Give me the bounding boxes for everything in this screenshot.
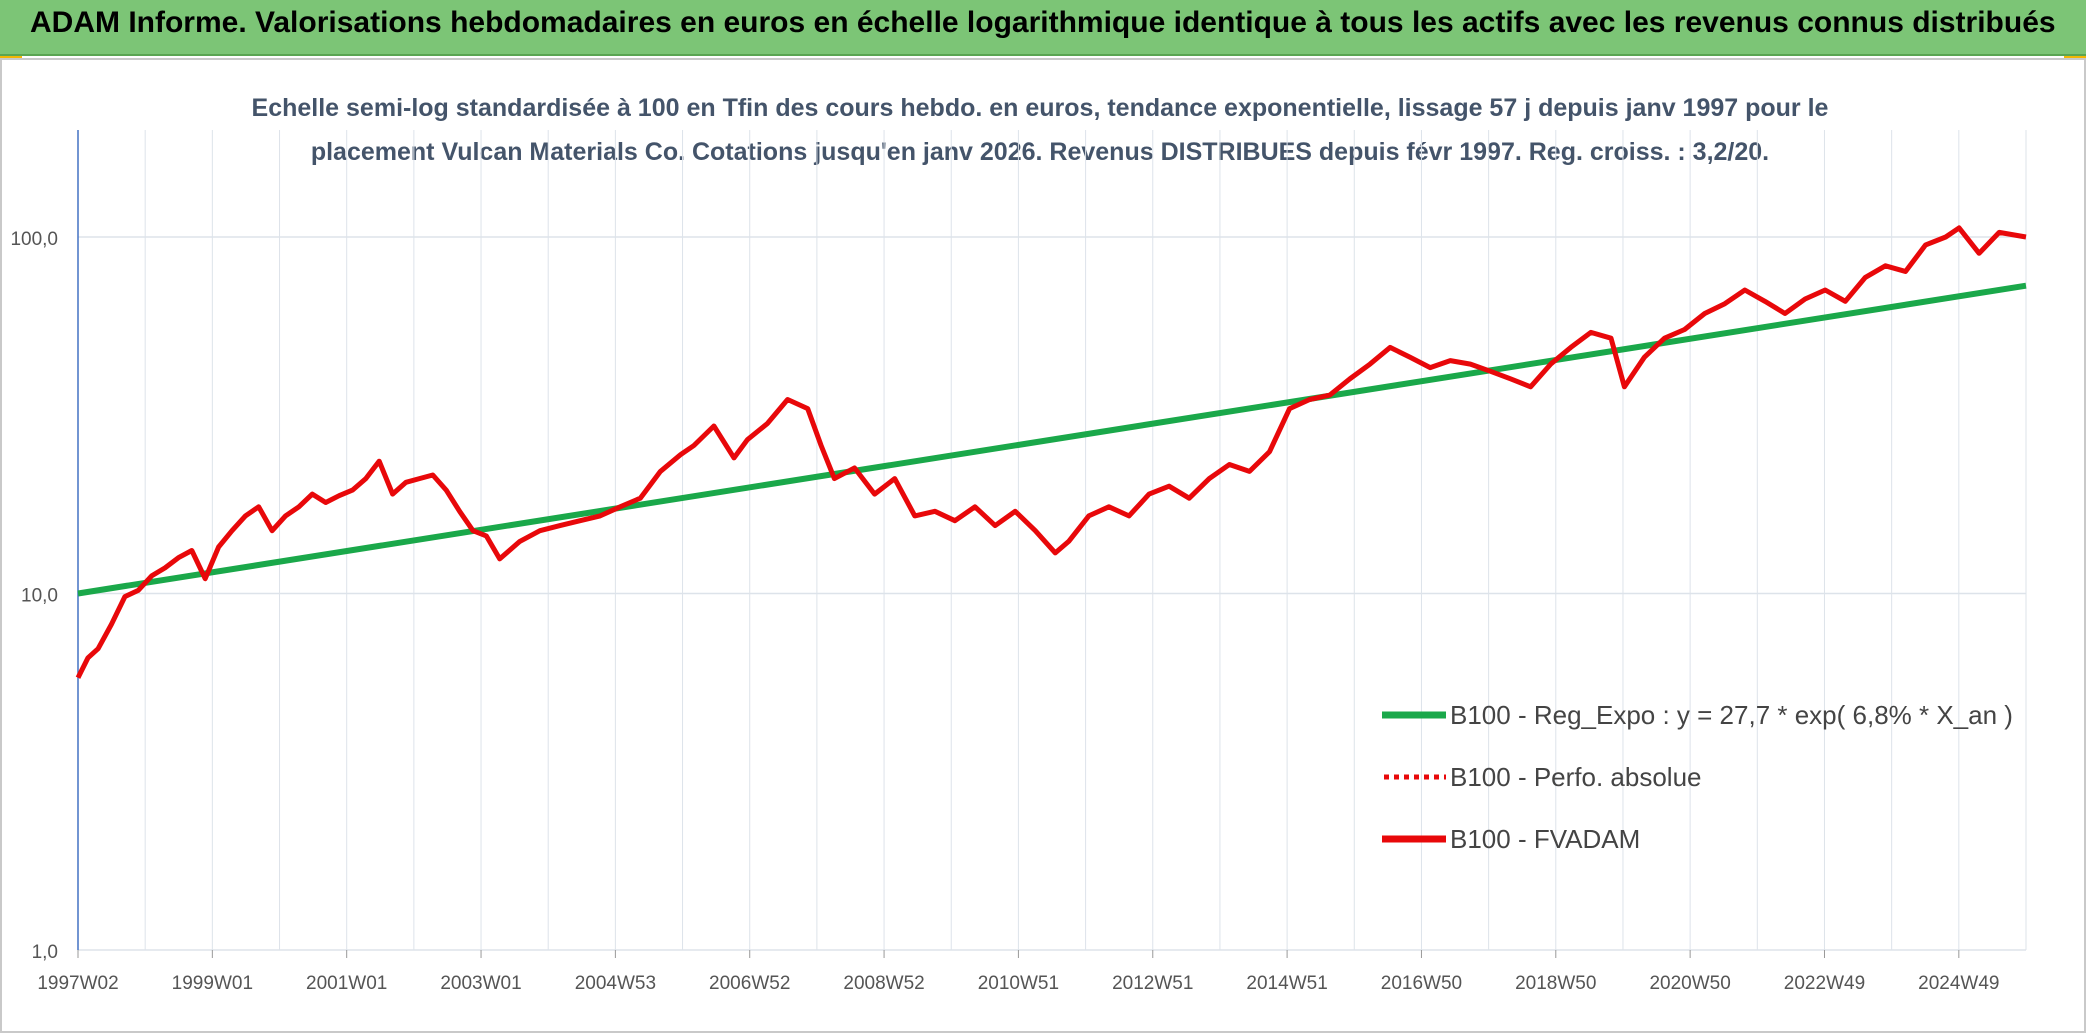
x-tick-label: 2003W01 xyxy=(440,973,521,994)
header-bar: ADAM Informe. Valorisations hebdomadaire… xyxy=(0,0,2086,56)
x-tick-label: 2010W51 xyxy=(978,973,1059,994)
x-tick-label: 2018W50 xyxy=(1515,973,1596,994)
y-tick-label: 10,0 xyxy=(21,585,58,606)
series-line-2 xyxy=(75,225,2027,679)
legend-label-trend: B100 - Reg_Expo : y = 27,7 * exp( 6,8% *… xyxy=(1450,699,2013,730)
legend: B100 - Reg_Expo : y = 27,7 * exp( 6,8% *… xyxy=(1382,684,2013,870)
x-tick-label: 2016W50 xyxy=(1381,973,1462,994)
x-tick-label: 2006W52 xyxy=(709,973,790,994)
y-tick-labels: 1,0 10,0 100,0 xyxy=(10,229,58,963)
x-tick-label: 2001W01 xyxy=(306,973,387,994)
x-tick-label: 1999W01 xyxy=(172,973,253,994)
axes xyxy=(77,130,1960,958)
y-tick-label: 100,0 xyxy=(10,229,58,250)
chart-title: Echelle semi-log standardisée à 100 en T… xyxy=(251,94,1829,166)
legend-item-fvadam: B100 - FVADAM xyxy=(1382,808,2013,870)
x-tick-label: 2024W49 xyxy=(1918,973,1999,994)
x-tick-label: 2020W50 xyxy=(1649,973,1730,994)
legend-swatch-fvadam xyxy=(1382,827,1446,851)
x-tick-label: 2014W51 xyxy=(1246,973,1327,994)
x-tick-label: 2008W52 xyxy=(843,973,924,994)
series-layer xyxy=(75,225,2027,679)
legend-label-fvadam: B100 - FVADAM xyxy=(1450,823,1641,854)
legend-swatch-trend xyxy=(1382,703,1446,727)
y-tick-label: 1,0 xyxy=(32,942,58,963)
chart-frame xyxy=(0,58,2086,1033)
x-tick-labels: 1997W02 1999W01 2001W01 2003W01 2004W53 2006W… xyxy=(37,973,1999,994)
x-tick-label: 2022W49 xyxy=(1784,973,1865,994)
x-tick-label: 1997W02 xyxy=(37,973,118,994)
header-title: ADAM Informe. Valorisations hebdomadaire… xyxy=(30,6,2056,39)
series-line-0 xyxy=(77,282,2027,597)
legend-swatch-perfo xyxy=(1382,765,1446,789)
legend-item-perfo: B100 - Perfo. absolue xyxy=(1382,746,2013,808)
x-tick-label: 2004W53 xyxy=(575,973,656,994)
legend-item-trend: B100 - Reg_Expo : y = 27,7 * exp( 6,8% *… xyxy=(1382,684,2013,746)
legend-label-perfo: B100 - Perfo. absolue xyxy=(1450,761,1702,792)
x-tick-label: 2012W51 xyxy=(1112,973,1193,994)
